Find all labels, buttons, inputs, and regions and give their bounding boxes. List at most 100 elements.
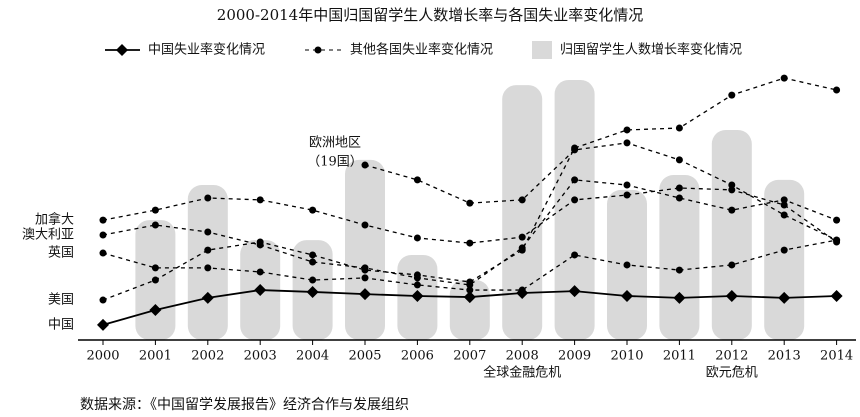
- marker: [623, 261, 631, 269]
- x-tick-label: 2014: [820, 349, 853, 364]
- marker: [361, 274, 369, 282]
- marker: [675, 194, 683, 202]
- legend-marker: [314, 46, 322, 54]
- marker: [309, 276, 317, 284]
- marker: [361, 161, 369, 169]
- x-tick-label: 2004: [296, 349, 329, 364]
- legend-label: 中国失业率变化情况: [148, 42, 265, 58]
- marker: [309, 251, 317, 259]
- marker: [256, 268, 264, 276]
- marker: [830, 289, 843, 302]
- x-tick-label: 2000: [86, 349, 119, 364]
- marker: [675, 266, 683, 274]
- x-tick-label: 2006: [401, 349, 434, 364]
- x-tick-label: 2005: [348, 349, 381, 364]
- marker: [204, 194, 212, 202]
- marker: [623, 126, 631, 134]
- series-label: 加拿大: [35, 212, 74, 228]
- marker: [833, 216, 841, 224]
- marker: [780, 246, 788, 254]
- marker: [833, 86, 841, 94]
- marker: [778, 291, 791, 304]
- marker: [466, 278, 474, 286]
- marker: [309, 258, 317, 266]
- marker: [518, 246, 526, 254]
- marker: [204, 264, 212, 272]
- marker: [306, 285, 319, 298]
- x-tick-label: 2010: [610, 349, 643, 364]
- x-tick-label: 2003: [244, 349, 277, 364]
- marker: [413, 281, 421, 289]
- marker: [99, 296, 107, 304]
- marker: [780, 74, 788, 82]
- marker: [466, 199, 474, 207]
- marker: [151, 264, 159, 272]
- marker: [151, 221, 159, 229]
- marker: [256, 196, 264, 204]
- series-label: 欧洲地区: [309, 136, 361, 151]
- bar: [711, 129, 752, 340]
- marker: [463, 291, 476, 304]
- marker: [623, 191, 631, 199]
- marker: [411, 289, 424, 302]
- x-tick-label: 2001: [139, 349, 172, 364]
- marker: [518, 233, 526, 241]
- marker: [204, 246, 212, 254]
- marker: [359, 288, 371, 301]
- marker: [151, 276, 159, 284]
- marker: [675, 124, 683, 132]
- marker: [518, 286, 526, 294]
- marker: [571, 251, 579, 259]
- series-label: 英国: [48, 246, 74, 261]
- marker: [725, 289, 738, 302]
- marker: [780, 196, 788, 204]
- marker: [99, 231, 107, 239]
- legend-label: 归国留学生人数增长率变化情况: [560, 42, 742, 58]
- marker: [97, 318, 109, 331]
- x-tick-label: 2002: [191, 349, 224, 364]
- marker: [309, 206, 317, 214]
- marker: [204, 228, 212, 236]
- bar: [449, 280, 490, 340]
- marker: [780, 201, 788, 209]
- marker: [466, 239, 474, 247]
- marker: [413, 176, 421, 184]
- marker: [413, 234, 421, 242]
- x-tick-label: 2013: [768, 349, 801, 364]
- marker: [466, 286, 474, 294]
- marker: [623, 181, 631, 189]
- series-label: 美国: [48, 293, 74, 308]
- marker: [571, 196, 579, 204]
- legend-marker: [532, 41, 552, 59]
- bar: [345, 159, 385, 340]
- chart-title: 2000-2014年中国归国留学生人数增长率与各国失业率变化情况: [217, 6, 643, 24]
- marker: [675, 184, 683, 192]
- marker: [833, 236, 841, 244]
- marker: [99, 249, 107, 257]
- marker: [728, 206, 736, 214]
- marker: [568, 285, 581, 298]
- marker: [571, 176, 579, 184]
- marker: [780, 211, 788, 219]
- marker: [571, 146, 579, 154]
- marker: [728, 181, 736, 189]
- marker: [728, 186, 736, 194]
- marker: [361, 266, 369, 274]
- series-label: （19国）: [307, 155, 363, 170]
- marker: [149, 304, 162, 317]
- marker: [361, 221, 369, 229]
- x-tick-label: 2008: [506, 349, 539, 364]
- marker: [413, 271, 421, 279]
- bar: [502, 85, 543, 341]
- x-tick-label: 2009: [558, 349, 591, 364]
- marker: [518, 196, 526, 204]
- marker: [623, 139, 631, 147]
- annotation: 全球金融危机: [483, 365, 561, 381]
- annotation: 欧元危机: [706, 366, 758, 381]
- x-tick-label: 2011: [663, 349, 696, 364]
- marker: [675, 156, 683, 164]
- bar: [659, 175, 700, 340]
- x-tick-label: 2007: [453, 349, 486, 364]
- marker: [201, 291, 214, 304]
